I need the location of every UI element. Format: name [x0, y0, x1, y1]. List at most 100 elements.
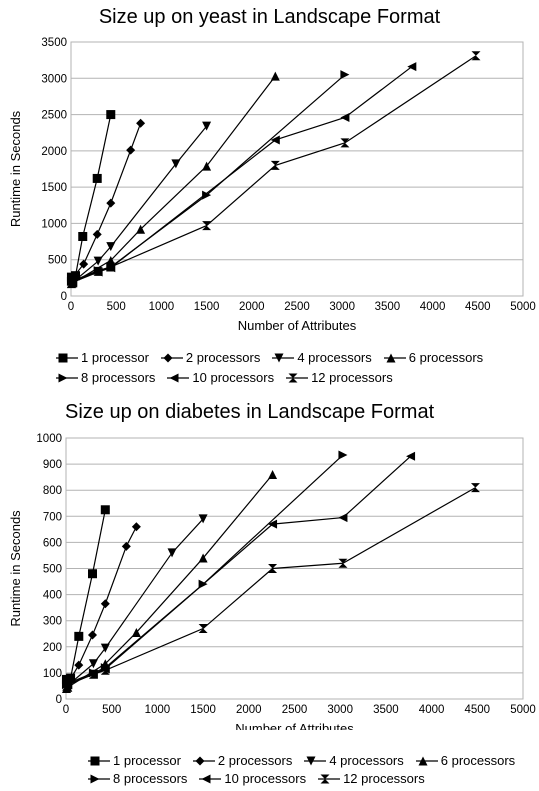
data-point-12-processors [470, 483, 480, 493]
data-point-6-processors [131, 627, 141, 637]
data-point-1-processor [74, 631, 84, 641]
data-point-6-processors [198, 553, 208, 563]
legend-item: 10 processors [167, 370, 274, 385]
y-tick-label: 3000 [41, 73, 67, 85]
data-point-10-processors [340, 112, 350, 122]
legend-item: 2 processors [160, 350, 261, 365]
legend-label: 2 processors [185, 350, 261, 365]
x-tick-label: 3500 [375, 301, 401, 313]
data-point-2-processors [100, 599, 110, 609]
legend-label: 2 processors [217, 753, 293, 768]
legend: 8 processors 10 processors 12 processors [88, 771, 437, 786]
data-point-6-processors [268, 470, 278, 480]
legend-item: 8 processors [56, 370, 155, 385]
data-point-1-processor [78, 231, 88, 241]
legend-item: 4 processors [304, 753, 404, 768]
data-point-4-processors [88, 659, 98, 669]
data-point-4-processors [198, 514, 208, 524]
legend-marker-symbol [90, 774, 100, 783]
x-tick-label: 500 [107, 301, 126, 313]
legend-marker-symbol [90, 756, 100, 765]
data-point-2-processors [79, 259, 89, 269]
legend-marker [88, 756, 110, 765]
legend-marker [415, 756, 438, 765]
data-point-8-processors [202, 190, 212, 200]
data-point-12-processors [88, 669, 98, 679]
x-tick-label: 2500 [284, 301, 310, 313]
series-line-4-processors [71, 125, 208, 283]
data-point-1-processor [100, 505, 110, 515]
data-point-4-processors [93, 256, 103, 266]
data-point-8-processors [340, 70, 350, 80]
legend-marker [199, 774, 222, 783]
legend-marker [318, 774, 341, 783]
legend-label: 8 processors [81, 370, 156, 385]
series-line-8-processors [71, 74, 346, 283]
data-point-10-processors [270, 135, 280, 145]
legend-item: 1 processor [56, 350, 149, 365]
x-tick-label: 1500 [190, 704, 216, 716]
legend-marker-symbol [306, 756, 316, 765]
legend-item: 2 processors [192, 753, 293, 768]
y-tick-label: 1500 [41, 182, 67, 194]
legend-marker [56, 353, 78, 362]
x-tick-label: 5000 [510, 704, 536, 716]
legend-marker-symbol [288, 373, 298, 382]
series-line-6-processors [71, 75, 276, 285]
legend-marker-symbol [195, 756, 205, 765]
legend-marker [192, 756, 215, 765]
data-point-2-processors [74, 660, 84, 670]
x-tick-label: 2000 [236, 704, 262, 716]
y-tick-label: 0 [56, 694, 62, 706]
legend-label: 10 processors [192, 370, 275, 385]
legend-label: 6 processors [408, 350, 484, 365]
chart-plot: 0 500 1000 1500 2000 2500 3000 3500 0 500 1000 1500… [8, 37, 536, 333]
series-line-6-processors [66, 474, 274, 689]
y-tick-label: 600 [43, 537, 62, 549]
data-point-12-processors [68, 277, 78, 287]
legend-marker-symbol [320, 774, 330, 783]
legend-marker-symbol [274, 353, 284, 362]
data-point-8-processors [338, 450, 348, 460]
chart-plot: 0 100 200 300 400 500 600 700 800 900 1000 0 500 1000… [8, 433, 536, 730]
y-tick-label: 2000 [41, 146, 67, 158]
legend-label: 1 processor [81, 350, 149, 365]
data-point-10-processors [407, 62, 417, 72]
y-tick-label: 2500 [41, 110, 67, 122]
data-point-12-processors [202, 221, 212, 231]
x-tick-label: 1500 [194, 301, 220, 313]
series-line-8-processors [66, 454, 344, 686]
legend-marker [56, 373, 78, 382]
y-tick-label: 400 [43, 590, 62, 602]
y-axis-label: Runtime in Seconds [8, 510, 23, 627]
data-point-12-processors [340, 138, 350, 148]
legend-label: 1 processor [113, 753, 181, 768]
data-point-4-processors [167, 548, 177, 558]
legend-label: 12 processors [311, 370, 393, 385]
data-point-1-processor [92, 173, 102, 183]
chart-title: Size up on diabetes in Landscape Format [65, 401, 435, 423]
legend-marker [286, 373, 309, 382]
data-point-6-processors [136, 224, 146, 234]
y-tick-label: 1000 [36, 433, 62, 445]
y-tick-label: 700 [43, 511, 62, 523]
legend-marker-symbol [58, 353, 68, 362]
legend-label: 4 processors [329, 753, 404, 768]
chart-panel-yeast: Size up on yeast in Landscape Format 0 50… [0, 0, 539, 395]
data-point-2-processors [136, 118, 146, 128]
data-point-12-processors [198, 624, 208, 634]
data-point-6-processors [202, 161, 212, 171]
x-tick-label: 4500 [465, 704, 491, 716]
x-axis-label: Number of Attributes [238, 318, 357, 333]
data-point-4-processors [202, 121, 212, 131]
legend-marker-symbol [386, 353, 396, 362]
y-tick-label: 900 [43, 459, 62, 471]
x-axis-label: Number of Attributes [235, 721, 354, 730]
legend-item: 6 processors [415, 753, 515, 768]
data-point-12-processors [106, 262, 116, 272]
legend-marker [383, 353, 406, 362]
data-point-10-processors [338, 513, 348, 523]
data-point-4-processors [106, 242, 116, 252]
data-point-1-processor [88, 569, 98, 579]
y-axis-label: Runtime in Seconds [8, 110, 23, 227]
